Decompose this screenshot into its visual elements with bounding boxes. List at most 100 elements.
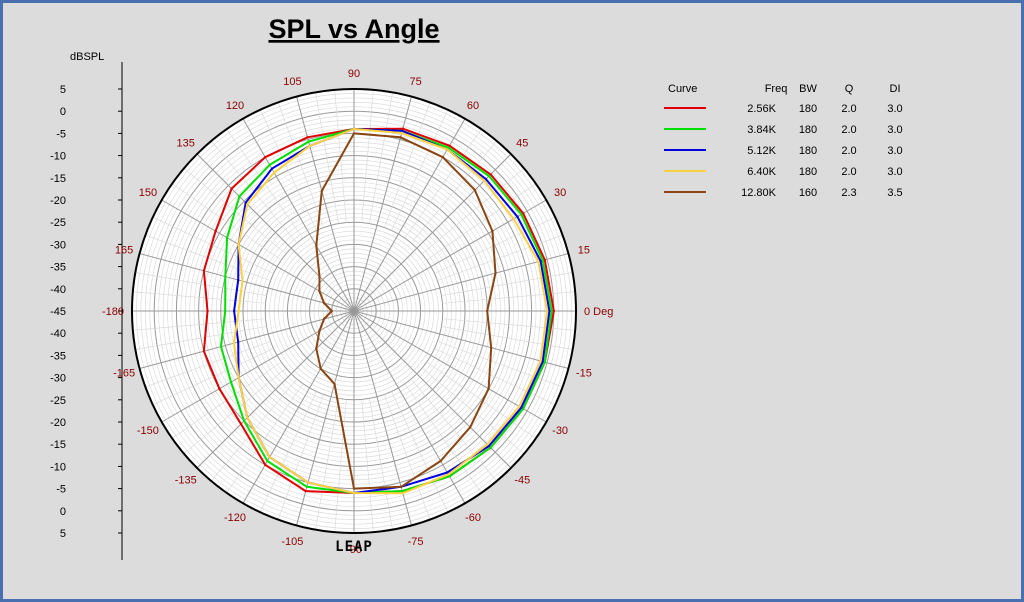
series-point bbox=[537, 260, 540, 263]
series-point bbox=[491, 229, 494, 233]
minor-spoke bbox=[361, 89, 374, 223]
series-point bbox=[548, 309, 551, 313]
minor-spoke bbox=[410, 140, 497, 244]
series-point bbox=[516, 215, 519, 218]
major-spoke bbox=[139, 253, 355, 312]
minor-spoke bbox=[442, 318, 576, 331]
series-point bbox=[401, 129, 404, 133]
radial-tick-label: -15 bbox=[50, 173, 66, 185]
series-point bbox=[520, 406, 523, 409]
series-point bbox=[539, 259, 542, 263]
angle-label: -105 bbox=[281, 536, 303, 548]
series-point bbox=[494, 271, 497, 275]
legend-di: 3.0 bbox=[887, 103, 902, 115]
minor-spoke bbox=[369, 92, 393, 224]
radial-tick-label: -30 bbox=[50, 239, 66, 251]
series-point bbox=[352, 127, 356, 131]
minor-spoke bbox=[277, 394, 324, 520]
radial-tick-label: -35 bbox=[50, 350, 66, 362]
minor-spoke bbox=[152, 348, 274, 406]
series-point bbox=[246, 203, 249, 206]
series-point bbox=[522, 212, 525, 215]
series-point bbox=[315, 244, 318, 247]
polar-curves bbox=[202, 127, 555, 495]
angle-label: -120 bbox=[224, 512, 246, 524]
minor-spoke bbox=[369, 398, 393, 530]
series-point bbox=[401, 492, 404, 495]
series-point bbox=[237, 243, 240, 246]
major-spoke bbox=[161, 310, 355, 423]
minor-spoke bbox=[152, 216, 274, 274]
series-point bbox=[469, 426, 472, 429]
series-point bbox=[241, 279, 244, 283]
radial-tick-label: -20 bbox=[50, 195, 66, 207]
legend-freq: 3.84K bbox=[747, 124, 776, 136]
series-point bbox=[264, 463, 267, 466]
series-point bbox=[518, 405, 521, 408]
legend-bw: 160 bbox=[799, 187, 817, 199]
minor-spoke bbox=[315, 92, 339, 224]
series-point bbox=[489, 173, 492, 176]
legend-bw: 180 bbox=[799, 145, 817, 157]
major-spoke bbox=[161, 199, 355, 312]
series-point bbox=[489, 446, 492, 449]
major-spoke bbox=[196, 310, 355, 469]
angle-label: -75 bbox=[408, 536, 424, 548]
legend-header: Q bbox=[845, 83, 854, 95]
angle-label: 60 bbox=[467, 100, 479, 112]
series-point bbox=[448, 475, 451, 478]
angle-label: 135 bbox=[177, 138, 195, 150]
series-point bbox=[399, 485, 403, 488]
series-point bbox=[446, 148, 449, 151]
legend-q: 2.0 bbox=[841, 166, 856, 178]
series-point bbox=[246, 416, 249, 419]
minor-spoke bbox=[434, 216, 556, 274]
series-point bbox=[306, 136, 309, 139]
series-point bbox=[237, 340, 240, 344]
angle-labels: 90 75 60 45 30 15 0 Deg -15 -30 -45 -60 -75 -90 -105 -… bbox=[102, 68, 613, 556]
series-point bbox=[520, 213, 523, 216]
series-point bbox=[486, 309, 489, 313]
series-point bbox=[545, 309, 549, 313]
minor-spoke bbox=[171, 183, 282, 261]
series-point bbox=[268, 163, 271, 167]
series-point bbox=[230, 187, 233, 190]
series-point bbox=[237, 376, 240, 379]
series-point bbox=[522, 407, 525, 410]
series-point bbox=[484, 177, 488, 181]
major-spoke bbox=[196, 153, 355, 312]
radial-tick-label: 0 bbox=[60, 506, 66, 518]
series-point bbox=[541, 259, 544, 262]
radial-tick-label: -25 bbox=[50, 395, 66, 407]
legend-q: 2.0 bbox=[841, 124, 856, 136]
radial-tick-label: -10 bbox=[50, 151, 66, 163]
angle-label: 90 bbox=[348, 68, 360, 80]
minor-spoke bbox=[421, 168, 525, 255]
series-point bbox=[239, 422, 243, 426]
series-point bbox=[487, 174, 491, 178]
series-point bbox=[487, 444, 491, 448]
legend-di: 3.0 bbox=[887, 124, 902, 136]
angle-label: 105 bbox=[283, 76, 301, 88]
minor-spoke bbox=[404, 128, 482, 239]
series-point bbox=[315, 347, 318, 350]
series-point bbox=[266, 459, 269, 463]
series-point bbox=[319, 367, 322, 370]
major-spoke bbox=[242, 310, 355, 504]
series-point bbox=[400, 131, 403, 135]
series-point bbox=[318, 329, 321, 333]
minor-spoke bbox=[334, 399, 347, 533]
minor-spoke bbox=[426, 361, 537, 439]
radial-tick-label: -5 bbox=[56, 128, 66, 140]
radial-tick-label: -10 bbox=[50, 461, 66, 473]
series-point bbox=[237, 278, 240, 282]
minor-spoke bbox=[384, 394, 431, 520]
minor-spoke bbox=[391, 391, 449, 513]
series-point bbox=[237, 309, 240, 313]
chart-title: SPL vs Angle bbox=[268, 14, 439, 44]
legend-header: Curve bbox=[668, 83, 697, 95]
angle-label: -180 bbox=[102, 306, 124, 318]
radial-axis: 5 5 0 0 -5 -5 -10 -10 -15 -15 -20 -20 -25 -25 -30 -30 -3… bbox=[50, 84, 122, 540]
series-point bbox=[446, 471, 449, 474]
